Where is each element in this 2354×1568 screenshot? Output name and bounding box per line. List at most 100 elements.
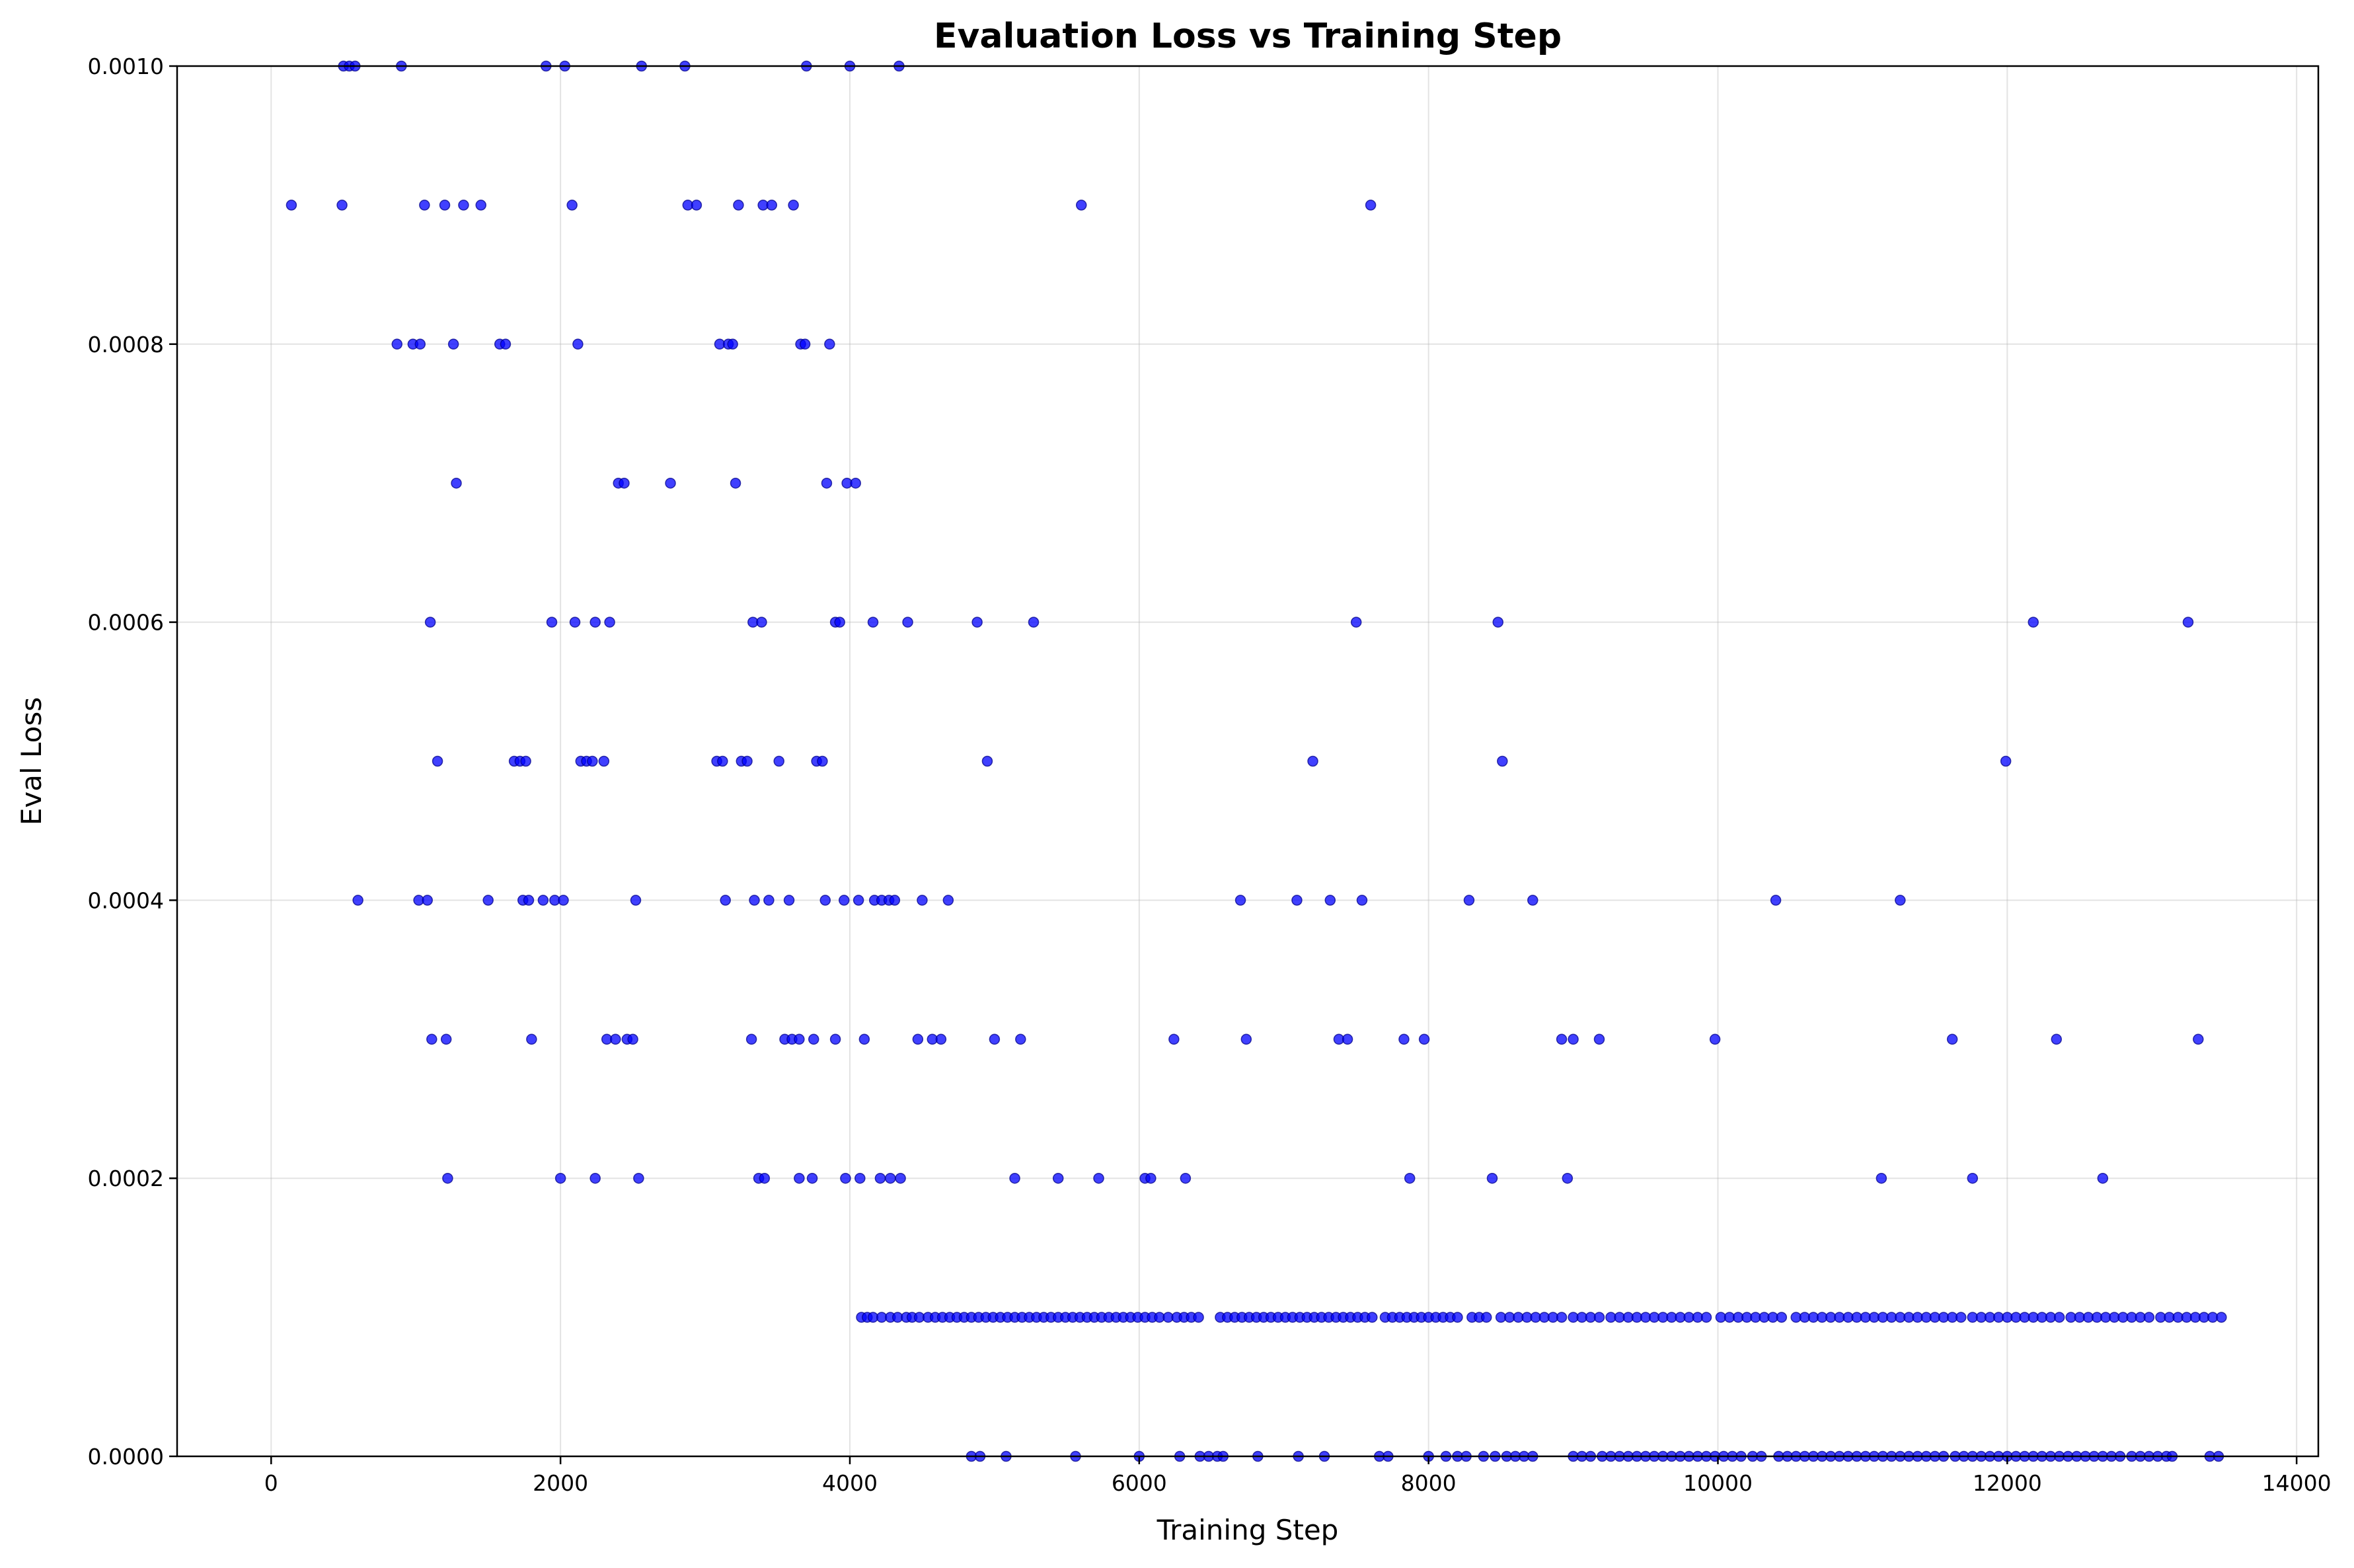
data-points bbox=[285, 60, 2227, 1462]
data-point bbox=[572, 338, 584, 350]
data-point bbox=[391, 338, 403, 350]
data-point bbox=[917, 895, 928, 906]
data-point bbox=[336, 200, 348, 211]
data-point bbox=[523, 895, 535, 906]
chart-title: Evaluation Loss vs Training Step bbox=[934, 17, 1562, 56]
data-point bbox=[766, 200, 778, 211]
data-point bbox=[500, 338, 512, 350]
data-point bbox=[451, 477, 462, 489]
y-tick-label: 0.0002 bbox=[88, 1166, 164, 1191]
data-point bbox=[1480, 1312, 1492, 1323]
data-point bbox=[1307, 755, 1318, 767]
data-point bbox=[1776, 1312, 1788, 1323]
data-point bbox=[989, 1033, 1001, 1045]
y-axis-label: Eval Loss bbox=[15, 697, 48, 825]
y-tick-label: 0.0000 bbox=[88, 1444, 164, 1470]
data-point bbox=[440, 1033, 452, 1045]
data-point bbox=[808, 1033, 819, 1045]
data-point bbox=[840, 1172, 851, 1184]
data-point bbox=[2028, 616, 2039, 628]
x-axis-label: Training Step bbox=[1157, 1514, 1339, 1546]
data-point bbox=[598, 755, 610, 767]
data-point bbox=[794, 1033, 805, 1045]
data-point bbox=[1398, 1033, 1410, 1045]
data-point bbox=[1093, 1172, 1104, 1184]
y-tick-label: 0.0006 bbox=[88, 610, 164, 636]
data-point bbox=[2143, 1312, 2155, 1323]
data-point bbox=[432, 755, 443, 767]
data-point bbox=[424, 616, 436, 628]
data-point bbox=[482, 895, 494, 906]
y-tick-label: 0.0004 bbox=[88, 887, 164, 913]
data-point bbox=[691, 200, 702, 211]
data-point bbox=[867, 616, 879, 628]
plot-frame bbox=[176, 65, 2320, 1458]
data-point bbox=[1527, 895, 1538, 906]
data-point bbox=[1492, 616, 1503, 628]
data-point bbox=[2193, 1033, 2204, 1045]
data-point bbox=[834, 616, 845, 628]
data-point bbox=[885, 1172, 896, 1184]
data-point bbox=[981, 755, 993, 767]
data-point bbox=[730, 477, 741, 489]
data-point bbox=[546, 616, 558, 628]
data-point bbox=[1291, 895, 1303, 906]
data-point bbox=[773, 755, 784, 767]
data-point bbox=[2000, 755, 2012, 767]
data-point bbox=[858, 1033, 870, 1045]
data-point bbox=[414, 338, 426, 350]
x-tick-label: 8000 bbox=[1401, 1470, 1457, 1496]
data-point bbox=[1709, 1033, 1721, 1045]
data-point bbox=[589, 616, 601, 628]
data-point bbox=[1593, 1033, 1605, 1045]
data-point bbox=[1593, 1312, 1605, 1323]
data-point bbox=[788, 200, 799, 211]
data-point bbox=[633, 1172, 644, 1184]
data-point bbox=[566, 200, 578, 211]
data-point bbox=[2053, 1312, 2065, 1323]
data-point bbox=[285, 200, 297, 211]
data-point bbox=[794, 1172, 805, 1184]
data-point bbox=[422, 895, 433, 906]
data-point bbox=[1486, 1172, 1498, 1184]
data-point bbox=[799, 338, 811, 350]
data-point bbox=[1463, 895, 1475, 906]
data-point bbox=[610, 1033, 621, 1045]
data-point bbox=[1350, 616, 1362, 628]
grid bbox=[177, 65, 2318, 1457]
data-point bbox=[1418, 1033, 1430, 1045]
data-point bbox=[2051, 1033, 2063, 1045]
data-point bbox=[439, 200, 451, 211]
data-point bbox=[1342, 1033, 1353, 1045]
data-point bbox=[1497, 755, 1508, 767]
data-point bbox=[1015, 1033, 1026, 1045]
data-point bbox=[756, 616, 767, 628]
y-tick-label: 0.0010 bbox=[88, 54, 164, 79]
data-point bbox=[1028, 616, 1040, 628]
x-tick-label: 2000 bbox=[533, 1470, 588, 1496]
data-point bbox=[619, 477, 630, 489]
data-point bbox=[554, 1172, 566, 1184]
data-point bbox=[824, 338, 835, 350]
data-point bbox=[442, 1172, 453, 1184]
data-point bbox=[1562, 1172, 1574, 1184]
data-point bbox=[1700, 1312, 1712, 1323]
data-point bbox=[1234, 895, 1246, 906]
data-point bbox=[783, 895, 795, 906]
data-point bbox=[733, 200, 744, 211]
data-point bbox=[1193, 1312, 1204, 1323]
data-point bbox=[745, 1033, 757, 1045]
y-axis-ticks: 0.0000 0.0002 0.0004 0.0006 0.0008 0.0010 bbox=[88, 54, 177, 1470]
data-point bbox=[1240, 1033, 1252, 1045]
data-point bbox=[604, 616, 615, 628]
data-point bbox=[1876, 1172, 1887, 1184]
data-point bbox=[2216, 1312, 2227, 1323]
data-point bbox=[1180, 1172, 1192, 1184]
data-point bbox=[458, 200, 469, 211]
data-point bbox=[717, 755, 728, 767]
x-axis-ticks: 0 2000 4000 6000 8000 10000 12000 14000 bbox=[264, 1456, 2332, 1496]
data-point bbox=[1770, 895, 1782, 906]
data-point bbox=[895, 1172, 906, 1184]
data-point bbox=[1365, 200, 1377, 211]
x-tick-label: 4000 bbox=[822, 1470, 878, 1496]
